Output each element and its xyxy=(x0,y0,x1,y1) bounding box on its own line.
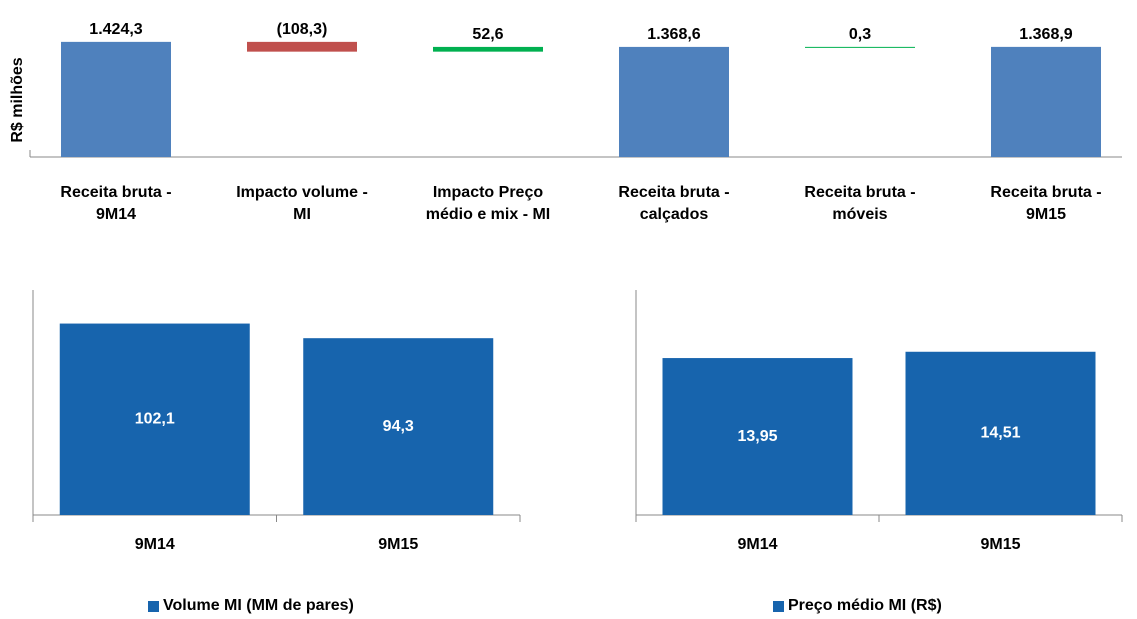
value-label: 1.424,3 xyxy=(89,21,142,38)
value-label: 102,1 xyxy=(135,411,175,428)
value-label: (108,3) xyxy=(277,21,328,38)
x-tick-label: Receita bruta - 9M14 xyxy=(60,184,172,223)
x-tick-label: Impacto volume - MI xyxy=(236,184,368,223)
legend-swatch xyxy=(773,600,784,612)
value-label: 1.368,6 xyxy=(647,26,700,43)
legend: Volume MI (MM de pares) xyxy=(148,597,354,615)
value-label: 52,6 xyxy=(472,26,503,43)
x-tick-label: Impacto Preço médio e mix - MI xyxy=(425,184,551,223)
x-tick-label: 9M14 xyxy=(737,536,777,553)
bar xyxy=(805,46,915,48)
bar xyxy=(61,41,171,158)
x-tick-label: 9M15 xyxy=(980,536,1020,553)
x-tick-label: 9M15 xyxy=(378,536,418,553)
bar xyxy=(247,41,357,52)
value-label: 13,95 xyxy=(737,428,777,445)
value-label: 1.368,9 xyxy=(1019,26,1072,43)
x-tick-label: Receita bruta - calçados xyxy=(618,184,730,223)
value-label: 14,51 xyxy=(980,425,1020,442)
bar xyxy=(59,323,250,515)
value-label: 0,3 xyxy=(849,26,871,43)
bar xyxy=(991,46,1101,157)
bar xyxy=(662,358,853,515)
bar xyxy=(905,351,1096,515)
value-label: 94,3 xyxy=(383,418,414,435)
x-tick-label: Receita bruta - 9M15 xyxy=(990,184,1102,223)
legend-label: Volume MI (MM de pares) xyxy=(163,597,354,614)
legend: Preço médio MI (R$) xyxy=(773,597,942,615)
bar xyxy=(619,46,729,157)
y-axis-label: R$ milhões xyxy=(9,57,26,142)
legend-label: Preço médio MI (R$) xyxy=(788,597,942,614)
bar xyxy=(303,338,494,515)
x-tick-label: 9M14 xyxy=(135,536,175,553)
x-tick-label: Receita bruta - móveis xyxy=(804,184,916,223)
bar xyxy=(433,46,543,52)
legend-swatch xyxy=(148,600,159,612)
